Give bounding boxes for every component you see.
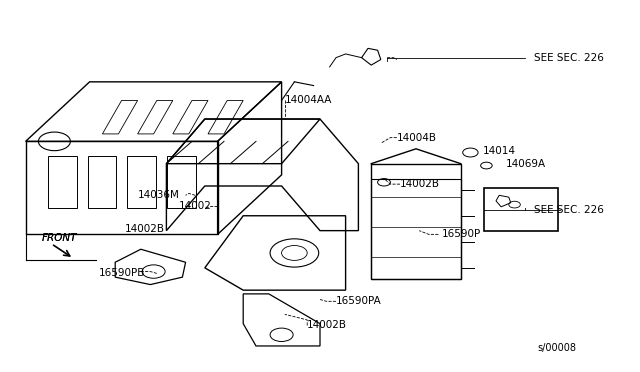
Bar (48, 156, 77, 208)
Text: 14004B: 14004B (397, 133, 437, 142)
Text: 14002B: 14002B (307, 321, 347, 330)
Text: 14002: 14002 (179, 202, 212, 211)
Text: 16590PB: 16590PB (99, 269, 145, 278)
Text: 14036M: 14036M (138, 190, 179, 200)
Bar (88, 156, 116, 208)
Text: 14002B: 14002B (125, 224, 165, 234)
Text: FRONT: FRONT (42, 233, 77, 243)
Text: FRONT: FRONT (42, 233, 77, 243)
Text: 14002B: 14002B (400, 179, 440, 189)
Text: 16590P: 16590P (442, 230, 481, 239)
Text: 14014: 14014 (483, 146, 516, 155)
Text: SEE SEC. 226: SEE SEC. 226 (534, 205, 604, 215)
Text: s/00008: s/00008 (538, 343, 577, 353)
Bar (167, 156, 196, 208)
Text: 14004AA: 14004AA (285, 96, 332, 105)
Bar (127, 156, 156, 208)
Text: SEE SEC. 226: SEE SEC. 226 (534, 53, 604, 62)
Bar (484, 188, 558, 231)
Text: 14069A: 14069A (506, 159, 546, 169)
Text: 16590PA: 16590PA (336, 296, 381, 306)
